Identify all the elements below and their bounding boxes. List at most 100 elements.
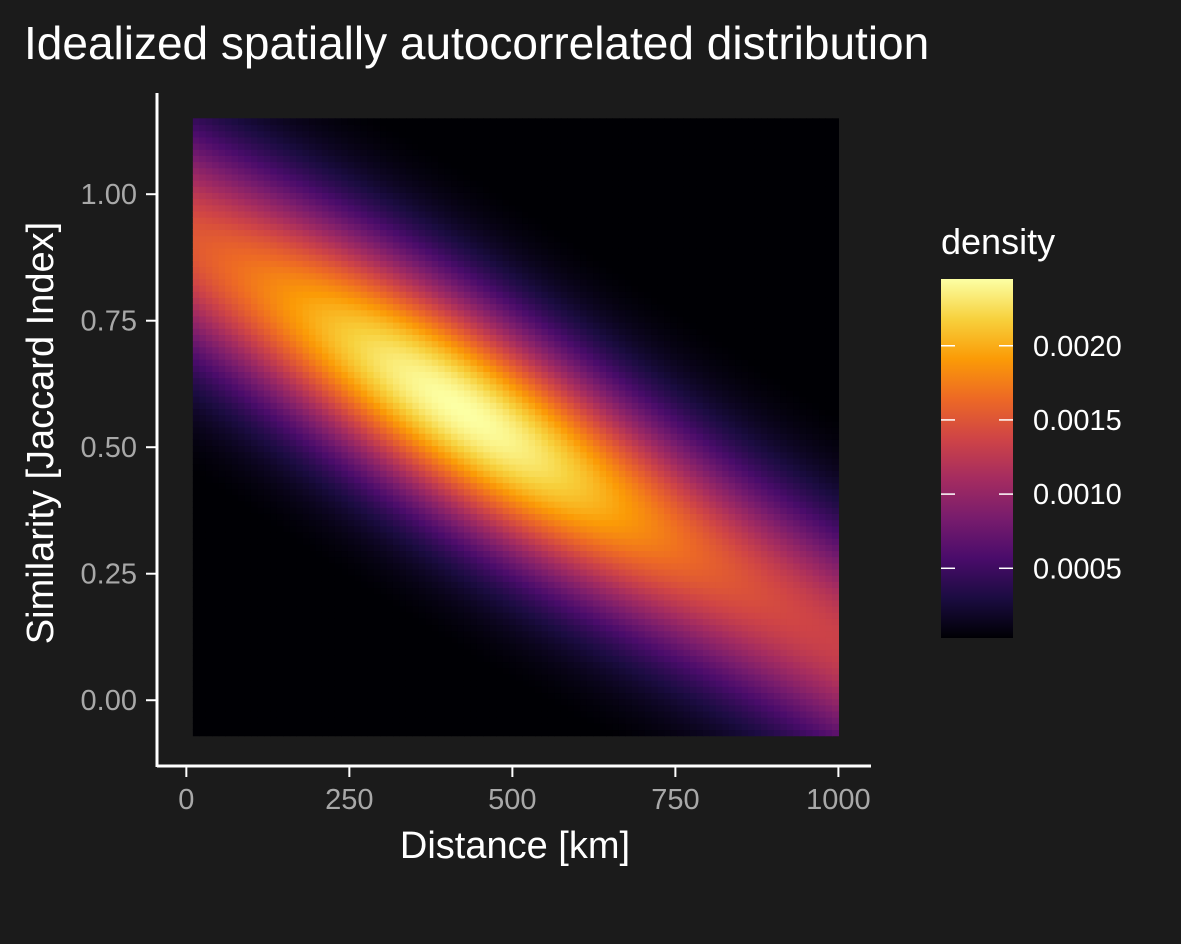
heatmap-cell — [476, 229, 484, 237]
heatmap-cell — [399, 686, 407, 694]
heatmap-cell — [225, 556, 233, 564]
heatmap-cell — [425, 433, 433, 440]
heatmap-cell — [212, 266, 220, 274]
heatmap-cell — [431, 544, 439, 552]
heatmap-cell — [405, 661, 413, 669]
heatmap-cell — [418, 618, 426, 626]
heatmap-cell — [321, 322, 330, 329]
heatmap-cell — [360, 464, 368, 471]
heatmap-cell — [496, 426, 504, 434]
heatmap-cell — [360, 309, 368, 317]
heatmap-cell — [257, 723, 265, 731]
heatmap-cell — [502, 383, 510, 391]
heatmap-cell — [321, 525, 330, 533]
heatmap-cell — [386, 686, 394, 694]
heatmap-cell — [205, 118, 213, 126]
heatmap-cell — [354, 550, 362, 558]
heatmap-cell — [457, 568, 465, 576]
heatmap-cell — [341, 655, 349, 663]
heatmap-cell — [496, 346, 504, 354]
heatmap-cell — [354, 710, 362, 718]
heatmap-cell — [496, 149, 504, 156]
heatmap-cell — [283, 297, 291, 305]
heatmap-cell — [289, 457, 297, 465]
heatmap-cell — [425, 297, 433, 305]
heatmap-cell — [509, 204, 517, 212]
heatmap-cell — [199, 476, 207, 484]
heatmap-cell — [283, 334, 291, 342]
heatmap-cell — [483, 124, 491, 132]
heatmap-cell — [263, 686, 271, 694]
heatmap-cell — [244, 346, 252, 354]
heatmap-cell — [334, 130, 342, 138]
heatmap-cell — [489, 445, 497, 453]
heatmap-cell — [347, 538, 355, 545]
heatmap-cell — [476, 414, 484, 422]
heatmap-cell — [418, 210, 426, 218]
heatmap-cell — [276, 680, 284, 687]
heatmap-cell — [257, 698, 265, 706]
heatmap-cell — [244, 476, 252, 484]
heatmap-cell — [438, 507, 446, 514]
heatmap-cell — [328, 161, 336, 169]
heatmap-cell — [412, 587, 420, 595]
heatmap-cell — [231, 575, 239, 582]
heatmap-cell — [354, 297, 362, 305]
heatmap-cell — [354, 439, 362, 447]
heatmap-cell — [386, 340, 394, 348]
heatmap-cell — [250, 303, 259, 311]
heatmap-cell — [341, 507, 349, 514]
heatmap-cell — [470, 581, 478, 589]
heatmap-cell — [302, 433, 310, 440]
heatmap-cell — [425, 408, 433, 416]
heatmap-cell — [392, 525, 401, 533]
heatmap-cell — [321, 136, 330, 144]
heatmap-cell — [354, 284, 362, 292]
heatmap-cell — [431, 328, 439, 335]
heatmap-cell — [205, 180, 213, 187]
heatmap-cell — [302, 587, 310, 595]
heatmap-cell — [431, 661, 439, 669]
heatmap-cell — [257, 717, 265, 724]
heatmap-cell — [244, 309, 252, 317]
heatmap-cell — [399, 210, 407, 218]
heatmap-cell — [205, 235, 213, 243]
heatmap-cell — [218, 630, 226, 638]
heatmap-cell — [276, 167, 284, 175]
heatmap-cell — [496, 451, 504, 459]
heatmap-cell — [425, 136, 433, 144]
heatmap-cell — [405, 303, 413, 311]
heatmap-cell — [386, 217, 394, 224]
heatmap-cell — [257, 464, 265, 471]
heatmap-cell — [192, 186, 200, 193]
heatmap-cell — [244, 352, 252, 360]
heatmap-cell — [483, 426, 491, 434]
heatmap-cell — [509, 599, 517, 607]
heatmap-cell — [412, 513, 420, 521]
heatmap-cell — [250, 180, 259, 187]
heatmap-cell — [483, 494, 491, 502]
heatmap-cell — [431, 488, 439, 496]
heatmap-cell — [483, 315, 491, 323]
heatmap-cell — [270, 488, 278, 496]
heatmap-cell — [380, 130, 388, 138]
heatmap-cell — [476, 433, 484, 440]
heatmap-cell — [341, 439, 349, 447]
heatmap-cell — [373, 445, 381, 453]
heatmap-cell — [438, 519, 446, 527]
heatmap-cell — [225, 482, 233, 490]
heatmap-cell — [347, 297, 355, 305]
heatmap-cell — [457, 433, 465, 440]
heatmap-cell — [328, 451, 336, 459]
heatmap-cell — [496, 439, 504, 447]
heatmap-cell — [373, 408, 381, 416]
heatmap-cell — [457, 494, 465, 502]
heatmap-cell — [509, 334, 517, 342]
heatmap-cell — [276, 124, 284, 132]
heatmap-cell — [399, 334, 407, 342]
heatmap-cell — [451, 396, 459, 403]
heatmap-cell — [496, 414, 504, 422]
heatmap-cell — [405, 587, 413, 595]
heatmap-cell — [463, 161, 472, 169]
heatmap-cell — [418, 266, 426, 274]
